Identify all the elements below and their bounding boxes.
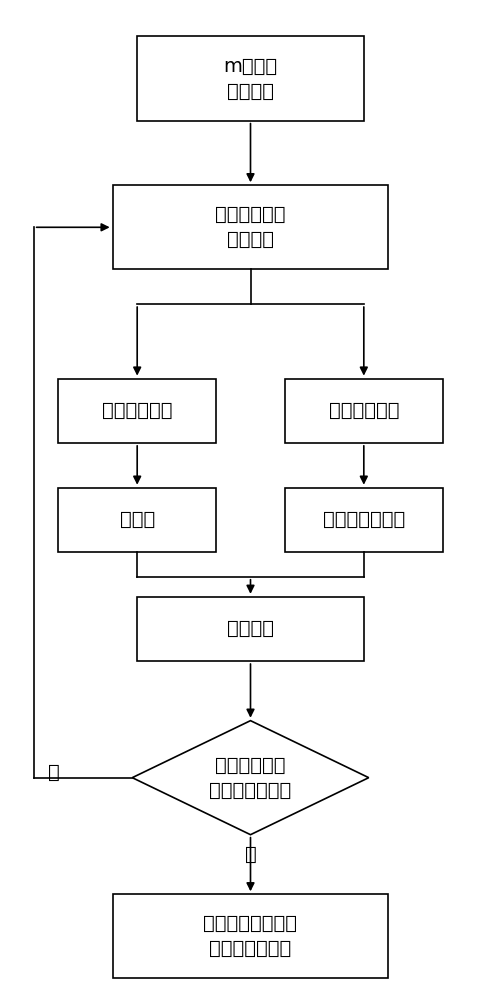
- Polygon shape: [132, 721, 369, 835]
- Bar: [285, 488, 443, 552]
- Bar: [113, 894, 388, 978]
- Text: 折算系数: 折算系数: [227, 619, 274, 638]
- Text: m个试验
负荷工况: m个试验 负荷工况: [223, 57, 278, 101]
- Text: 抽汽供热模型: 抽汽供热模型: [329, 401, 399, 420]
- Text: 否: 否: [48, 763, 59, 782]
- Text: 是否完成所有
试验工况的研究: 是否完成所有 试验工况的研究: [209, 756, 292, 800]
- Text: 折算系数与主蒸汽
压力的关系曲线: 折算系数与主蒸汽 压力的关系曲线: [203, 914, 298, 958]
- Text: 热负荷、电负荷: 热负荷、电负荷: [323, 510, 405, 529]
- Text: 电负荷: 电负荷: [120, 510, 155, 529]
- Text: 是: 是: [244, 845, 257, 864]
- Text: 纯凝仿真模型: 纯凝仿真模型: [102, 401, 172, 420]
- Bar: [58, 488, 216, 552]
- Bar: [113, 185, 388, 269]
- Bar: [58, 379, 216, 443]
- Bar: [137, 597, 364, 661]
- Bar: [137, 36, 364, 121]
- Text: 选择其中一个
试验工况: 选择其中一个 试验工况: [215, 205, 286, 249]
- Bar: [285, 379, 443, 443]
